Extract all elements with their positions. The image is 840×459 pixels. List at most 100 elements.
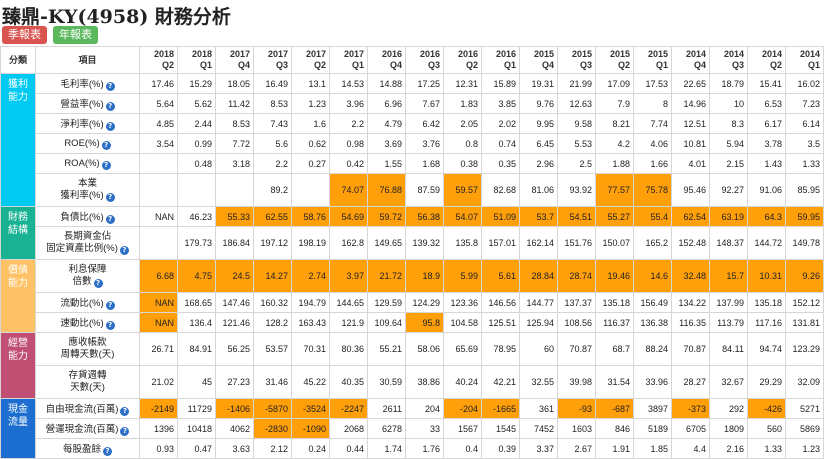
- value-cell: 151.76: [557, 226, 596, 260]
- value-cell: 14.6: [633, 259, 672, 293]
- value-cell: 2.02: [481, 113, 520, 134]
- value-cell: 32.67: [709, 365, 748, 399]
- help-icon[interactable]: ?: [120, 407, 130, 416]
- value-cell: 0.42: [329, 153, 368, 174]
- value-cell: 0.98: [329, 133, 368, 154]
- help-icon[interactable]: ?: [120, 427, 130, 436]
- value-cell: 62.54: [671, 206, 710, 227]
- help-icon[interactable]: ?: [105, 122, 115, 131]
- value-cell: 3.63: [215, 438, 254, 459]
- value-cell: 65.69: [443, 332, 482, 366]
- category-label: 財務: [8, 212, 28, 223]
- help-icon[interactable]: ?: [105, 102, 115, 111]
- value-cell: 3.76: [405, 133, 444, 154]
- value-cell: 0.24: [291, 438, 330, 459]
- value-cell: 2611: [367, 398, 406, 419]
- period-year: 2015: [609, 49, 630, 59]
- value-cell: 3.5: [785, 133, 824, 154]
- value-cell: NAN: [139, 206, 178, 227]
- metric-label-cell: 毛利率(%)?: [35, 73, 140, 94]
- value-cell: 87.59: [405, 173, 444, 207]
- value-cell: 21.02: [139, 365, 178, 399]
- period-year: 2015: [533, 49, 554, 59]
- period-quarter: Q2: [313, 60, 326, 70]
- metric-label-cell: 每股盈餘?: [35, 438, 140, 459]
- value-cell: 0.4: [443, 438, 482, 459]
- value-cell: -687: [595, 398, 634, 419]
- value-cell: 7.9: [595, 93, 634, 114]
- period-quarter: Q4: [237, 60, 250, 70]
- value-cell: 156.49: [633, 292, 672, 313]
- period-header-2015-q2: 2015 Q2: [595, 46, 634, 74]
- value-cell: -204: [443, 398, 482, 419]
- metric-label: 利息保障: [68, 264, 107, 275]
- value-cell: 85.95: [785, 173, 824, 207]
- value-cell: 30.59: [367, 365, 406, 399]
- value-cell: 204: [405, 398, 444, 419]
- value-cell: -1665: [481, 398, 520, 419]
- quarterly-report-button[interactable]: 季報表: [2, 26, 47, 44]
- value-cell: 198.19: [291, 226, 330, 260]
- value-cell: 60: [519, 332, 558, 366]
- value-cell: 2.44: [177, 113, 216, 134]
- value-cell: 53.7: [519, 206, 558, 227]
- value-cell: 6.17: [747, 113, 786, 134]
- period-quarter: Q2: [769, 60, 782, 70]
- category-label: 能力: [8, 278, 28, 289]
- value-cell: 9.26: [785, 259, 824, 293]
- value-cell: 3.54: [139, 133, 178, 154]
- metric-label: 流動比(%): [60, 298, 104, 309]
- value-cell: 45.22: [291, 365, 330, 399]
- value-cell: 121.9: [329, 312, 368, 333]
- category-label: 經營: [8, 338, 28, 349]
- value-cell: 33.96: [633, 365, 672, 399]
- help-icon[interactable]: ?: [105, 301, 115, 310]
- help-icon[interactable]: ?: [101, 140, 111, 150]
- value-cell: 17.46: [139, 73, 178, 94]
- help-icon[interactable]: ?: [119, 246, 129, 255]
- value-cell: 179.73: [177, 226, 216, 260]
- help-icon[interactable]: ?: [103, 447, 112, 456]
- value-cell: 64.3: [747, 206, 786, 227]
- period-header-2017-q2: 2017 Q2: [291, 46, 330, 74]
- value-cell: 8.53: [215, 113, 254, 134]
- value-cell: 95.8: [405, 312, 444, 333]
- help-icon[interactable]: ?: [105, 193, 115, 202]
- value-cell: 0.35: [481, 153, 520, 174]
- help-icon[interactable]: ?: [101, 160, 111, 170]
- value-cell: 58.06: [405, 332, 444, 366]
- value-cell: 5.94: [709, 133, 748, 154]
- metric-label: 周轉天數(天): [60, 349, 115, 360]
- help-icon[interactable]: ?: [105, 82, 115, 91]
- value-cell: 39.98: [557, 365, 596, 399]
- value-cell: 0.44: [329, 438, 368, 459]
- period-year: 2016: [495, 49, 516, 59]
- value-cell: -5870: [253, 398, 292, 419]
- category-cell: 經營 能力: [0, 332, 36, 399]
- value-cell: 1.76: [405, 438, 444, 459]
- value-cell: 1.88: [595, 153, 634, 174]
- help-icon[interactable]: ?: [105, 321, 115, 330]
- value-cell: 6.14: [785, 113, 824, 134]
- value-cell: 3.85: [481, 93, 520, 114]
- value-cell: 59.72: [367, 206, 406, 227]
- value-cell: 92.27: [709, 173, 748, 207]
- period-quarter: Q4: [389, 60, 402, 70]
- metric-label: ROE(%): [64, 137, 100, 149]
- metric-label: 負債比(%): [60, 212, 104, 223]
- value-cell: [215, 173, 254, 207]
- value-cell: 62.55: [253, 206, 292, 227]
- value-cell: 40.35: [329, 365, 368, 399]
- value-cell: 14.53: [329, 73, 368, 94]
- period-quarter: Q3: [579, 60, 592, 70]
- help-icon[interactable]: ?: [93, 279, 103, 288]
- value-cell: 45: [177, 365, 216, 399]
- category-label: 能力: [8, 92, 28, 103]
- category-header: 分類: [0, 46, 36, 74]
- help-icon[interactable]: ?: [105, 215, 115, 224]
- value-cell: 21.72: [367, 259, 406, 293]
- period-year: 2015: [571, 49, 592, 59]
- annual-report-button[interactable]: 年報表: [53, 26, 98, 44]
- value-cell: 163.43: [291, 312, 330, 333]
- period-year: 2017: [305, 49, 326, 59]
